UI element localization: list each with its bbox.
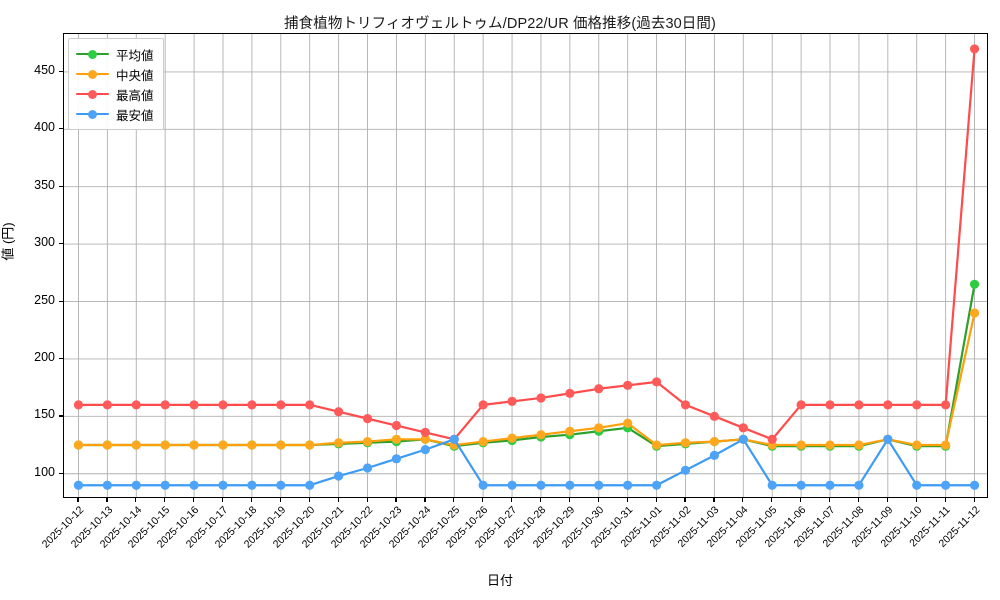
x-tick-mark [684, 498, 686, 502]
x-tick-mark [482, 498, 484, 502]
x-tick-mark [250, 498, 253, 502]
x-tick-mark [857, 498, 860, 502]
y-tick-label: 100 [34, 464, 55, 479]
x-tick-mark [221, 498, 224, 502]
x-tick-mark [973, 498, 975, 502]
x-tick-mark [453, 498, 455, 502]
legend-label: 最高値 [116, 88, 154, 103]
x-tick-mark [511, 498, 513, 502]
legend-swatch-icon [76, 88, 109, 100]
legend-item-中央値[interactable]: 中央値 [76, 64, 154, 84]
x-tick-mark [944, 498, 946, 502]
legend-item-最高値[interactable]: 最高値 [76, 84, 154, 104]
x-tick-mark [135, 498, 137, 502]
y-axis-label: 値 (円) [0, 222, 16, 261]
plot-area [63, 33, 988, 498]
chart-legend: 平均値中央値最高値最安値 [68, 38, 164, 130]
chart-title: 捕食植物トリフィオヴェルトゥム/DP22/UR 価格推移(過去30日間) [284, 16, 716, 32]
y-tick-label: 250 [34, 292, 55, 307]
series-最高値 [73, 44, 980, 444]
legend-label: 平均値 [116, 48, 154, 63]
x-tick-mark [800, 498, 802, 502]
x-tick-mark [626, 498, 628, 502]
x-tick-mark [337, 498, 339, 502]
y-tick-label: 150 [34, 407, 55, 422]
y-tick-label: 400 [34, 120, 55, 135]
x-tick-mark [106, 498, 108, 502]
y-tick-mark [59, 357, 63, 360]
y-tick-mark [59, 70, 63, 73]
y-tick-label: 200 [34, 349, 55, 364]
grid-lines [64, 34, 987, 497]
x-tick-mark [279, 498, 281, 502]
legend-swatch-icon [76, 68, 109, 80]
series-最安値 [73, 434, 980, 490]
x-tick-mark [366, 498, 368, 502]
legend-swatch-icon [76, 48, 109, 60]
y-tick-mark [59, 128, 63, 130]
y-tick-label: 450 [34, 62, 55, 77]
x-tick-mark [655, 498, 657, 502]
x-tick-mark [829, 498, 831, 502]
x-tick-mark [424, 498, 426, 502]
x-tick-mark [742, 498, 744, 502]
data-series-layer [73, 44, 980, 490]
series-中央値 [73, 308, 980, 450]
legend-item-最安値[interactable]: 最安値 [76, 104, 154, 124]
x-tick-mark [915, 498, 917, 502]
legend-label: 中央値 [116, 68, 154, 83]
y-tick-mark [59, 300, 63, 302]
x-tick-mark [193, 498, 195, 502]
y-tick-mark [59, 185, 63, 187]
x-axis-ticks: 2025-10-12 2025-10-13 2025-10-14 2025-10-15… [39, 498, 988, 598]
y-tick-mark [59, 415, 63, 417]
series-平均値 [73, 279, 980, 451]
x-tick-mark [886, 498, 889, 502]
legend-item-平均値[interactable]: 平均値 [76, 44, 154, 64]
x-tick-mark [568, 498, 571, 502]
x-tick-mark [597, 498, 599, 502]
x-tick-mark [308, 498, 310, 502]
x-tick-mark [164, 498, 166, 502]
x-tick-mark [713, 498, 715, 502]
y-tick-label: 300 [34, 235, 55, 250]
x-tick-mark [539, 498, 542, 502]
legend-label: 最安値 [116, 108, 154, 123]
y-tick-label: 350 [34, 177, 55, 192]
legend-swatch-icon [76, 108, 109, 120]
x-tick-mark [77, 498, 79, 502]
x-tick-mark [771, 498, 773, 502]
y-tick-mark [59, 472, 63, 474]
x-axis-label: 日付 [486, 573, 513, 588]
y-tick-mark [59, 243, 63, 245]
x-tick-mark [395, 498, 397, 502]
